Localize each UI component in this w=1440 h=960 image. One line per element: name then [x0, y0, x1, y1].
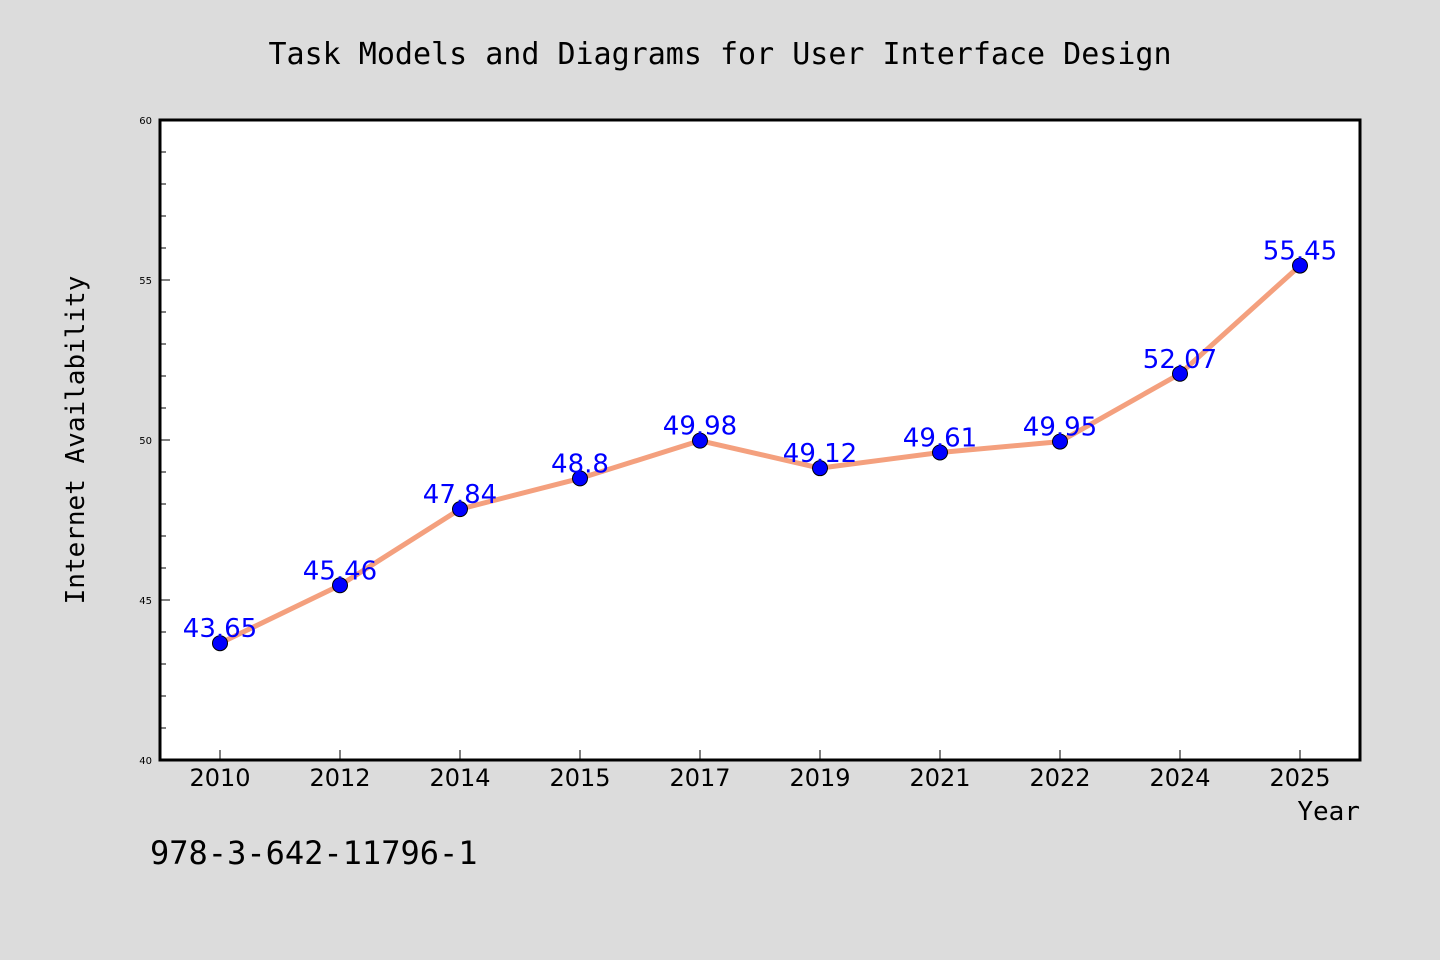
plot-area [160, 120, 1360, 760]
plot-frame [158, 118, 1362, 762]
x-tick-label: 2012 [309, 764, 370, 792]
x-tick-label: 2024 [1149, 764, 1210, 792]
y-tick-label: 50 [139, 436, 152, 447]
data-labels-group: 43.65 45.46 47.84 48.8 49.98 49.12 49.61 49.95 5… [183, 237, 1337, 645]
data-point [1052, 433, 1068, 450]
x-tick-label: 2022 [1029, 764, 1090, 792]
footer-isbn: 978-3-642-11796-1 [150, 834, 478, 872]
x-tick-label: 2015 [549, 764, 610, 792]
x-tick-label: 2019 [789, 764, 850, 792]
series-line-group [212, 257, 1308, 652]
x-axis-title: Year [1297, 797, 1360, 827]
chart-title: Task Models and Diagrams for User Interf… [268, 37, 1171, 72]
y-tick-label: 40 [139, 756, 152, 767]
data-label: 49.61 [903, 423, 977, 453]
y-axis-title: Internet Availability [61, 276, 91, 605]
data-point [812, 460, 828, 477]
y-tick-label: 45 [139, 596, 152, 607]
data-label: 52.07 [1143, 345, 1217, 375]
data-label: 49.12 [783, 439, 857, 469]
x-tick-label: 2025 [1269, 764, 1330, 792]
data-label: 49.95 [1023, 413, 1097, 443]
x-tick-label: 2021 [909, 764, 970, 792]
data-label: 43.65 [183, 614, 257, 644]
data-point [572, 470, 588, 487]
x-tick-label: 2017 [669, 764, 730, 792]
y-tick-label: 55 [139, 276, 152, 287]
data-label: 47.84 [423, 480, 497, 510]
data-label: 48.8 [551, 449, 609, 479]
data-label: 55.45 [1263, 237, 1337, 267]
data-point [1292, 257, 1308, 274]
series-line [217, 263, 1303, 646]
data-point [932, 444, 948, 461]
data-label: 45.46 [303, 556, 377, 586]
x-axis: 2010 2012 2014 2015 2017 2019 2021 2022 2024 2025 [189, 750, 1331, 792]
x-tick-label: 2014 [429, 764, 490, 792]
data-point [452, 501, 468, 518]
data-point [332, 577, 348, 594]
data-point [1172, 365, 1188, 382]
data-point [212, 635, 228, 652]
data-point [692, 432, 708, 449]
y-tick-label: 60 [139, 116, 152, 127]
x-tick-label: 2010 [189, 764, 250, 792]
data-label: 49.98 [663, 412, 737, 442]
